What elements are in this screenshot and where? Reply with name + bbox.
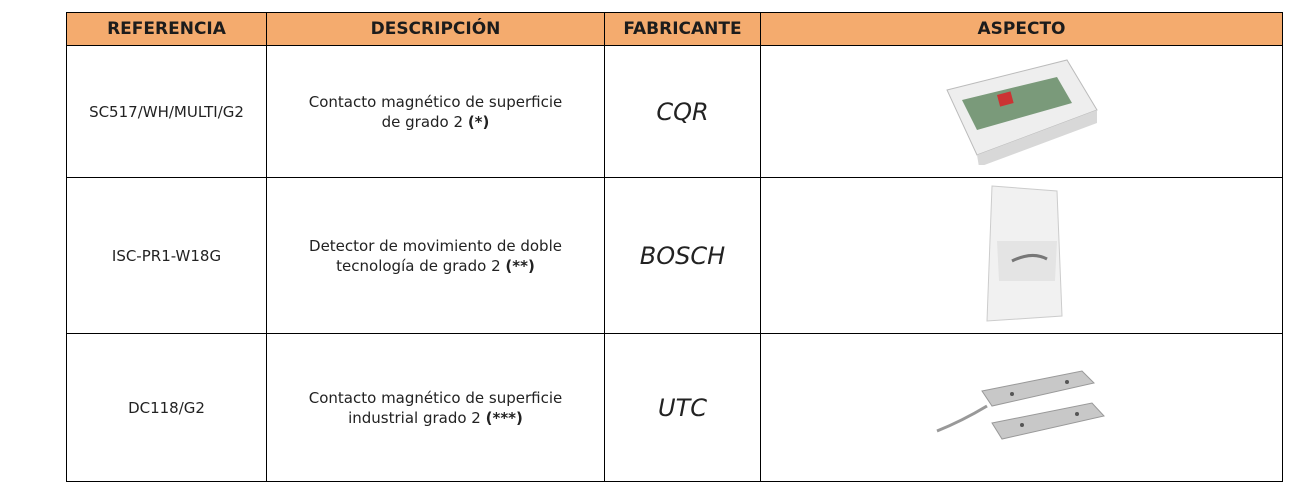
product-image xyxy=(945,58,1098,167)
header-cell: FABRICANTE xyxy=(604,12,761,46)
product-image xyxy=(985,185,1063,322)
header-cell: ASPECTO xyxy=(760,12,1283,46)
header-cell: DESCRIPCIÓN xyxy=(266,12,605,46)
description: Detector de movimiento de doble tecnolog… xyxy=(309,236,562,275)
manufacturer: UTC xyxy=(604,333,761,482)
image-cell xyxy=(760,177,1283,334)
product-table: REFERENCIA DESCRIPCIÓN FABRICANTE ASPECT… xyxy=(66,12,1283,482)
description-cell: Detector de movimiento de doble tecnolog… xyxy=(266,177,605,334)
reference: SC517/WH/MULTI/G2 xyxy=(66,45,267,178)
description-cell: Contacto magnético de superficie de grad… xyxy=(266,45,605,178)
manufacturer: CQR xyxy=(604,45,761,178)
image-cell xyxy=(760,333,1283,482)
note: (***) xyxy=(485,408,523,427)
product-image xyxy=(935,369,1105,440)
description: Contacto magnético de superficie industr… xyxy=(308,388,563,427)
reference: ISC-PR1-W18G xyxy=(66,177,267,334)
description: Contacto magnético de superficie de grad… xyxy=(308,92,563,131)
header-cell: REFERENCIA xyxy=(66,12,267,46)
image-cell xyxy=(760,45,1283,178)
note: (**) xyxy=(505,256,535,275)
reference: DC118/G2 xyxy=(66,333,267,482)
manufacturer: BOSCH xyxy=(604,177,761,334)
note: (*) xyxy=(467,112,490,131)
description-cell: Contacto magnético de superficie industr… xyxy=(266,333,605,482)
